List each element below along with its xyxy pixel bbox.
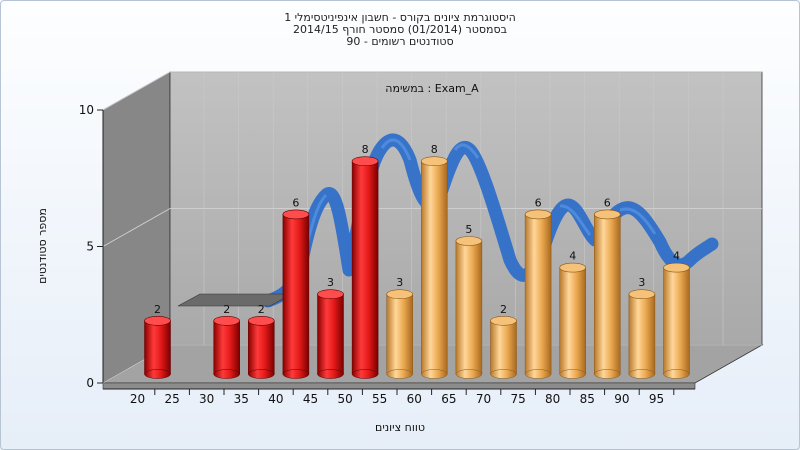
bar-label-75: 6 [535, 196, 542, 209]
x-tick-label-80: 80 [545, 392, 560, 406]
x-axis: 20 25 30 35 40 45 50 55 60 65 70 75 80 85 90 95 [103, 388, 695, 406]
x-tick-label-50: 50 [337, 392, 352, 406]
bar-label-95: 4 [673, 250, 680, 263]
bar-55: 3 [386, 276, 414, 379]
bar-label-35: 2 [258, 303, 265, 316]
x-tick-label-35: 35 [234, 392, 249, 406]
chart-title-line-2: בסמסטר (01/2014) סמסטר חורף 2014/15 [293, 23, 507, 36]
bar-80: 4 [559, 250, 587, 379]
bar-label-40: 6 [292, 196, 299, 209]
bar-90: 3 [628, 276, 656, 379]
bar-95: 4 [663, 250, 690, 379]
x-tick-label-90: 90 [614, 392, 629, 406]
x-tick-label-20: 20 [130, 392, 145, 406]
x-tick-label-70: 70 [476, 392, 491, 406]
x-tick-label-95: 95 [649, 392, 664, 406]
gridline-y-10 [102, 71, 762, 111]
x-tick-label-60: 60 [407, 392, 422, 406]
bar-label-55: 3 [396, 276, 403, 289]
x-tick-label-75: 75 [510, 392, 525, 406]
x-tick-label-25: 25 [164, 392, 179, 406]
y-axis-title: מספר סטודנטים [36, 208, 49, 284]
bar-60: 8 [420, 143, 448, 379]
bar-65: 5 [455, 223, 483, 379]
bar-45: 3 [317, 276, 344, 379]
bar-30: 2 [213, 303, 240, 379]
x-tick-label-55: 55 [372, 392, 387, 406]
bar-label-80: 4 [569, 250, 576, 263]
bar-20: 2 [144, 303, 171, 379]
bar-label-50: 8 [362, 143, 369, 156]
bar-label-60: 8 [431, 143, 438, 156]
y-axis: 0 5 10 [79, 103, 104, 390]
floor-edge [102, 382, 696, 390]
chart-subtitle: במשימה : Exam_A [385, 82, 479, 95]
bar-label-20: 2 [154, 303, 161, 316]
bar-35: 2 [247, 303, 275, 379]
x-tick-label-40: 40 [268, 392, 283, 406]
chart-title-line-1: היסטוגרמת ציונים בקורס - חשבון אינפיניטס… [284, 11, 516, 24]
bar-label-65: 5 [465, 223, 472, 236]
bar-label-45: 3 [327, 276, 334, 289]
x-tick-label-30: 30 [199, 392, 214, 406]
y-tick-label-0: 0 [86, 376, 94, 390]
y-tick-label-5: 5 [86, 240, 94, 254]
bar-85: 6 [593, 196, 621, 379]
ribbon-highlight [302, 138, 657, 259]
bar-40: 6 [282, 196, 310, 379]
y-tick-label-10: 10 [79, 103, 94, 117]
bar-70: 2 [490, 303, 517, 379]
bar-label-90: 3 [638, 276, 645, 289]
bar-50: 8 [351, 143, 379, 379]
x-tick-label-85: 85 [580, 392, 595, 406]
bar-label-70: 2 [500, 303, 507, 316]
bar-label-85: 6 [604, 196, 611, 209]
bar-label-30: 2 [223, 303, 230, 316]
chart-title-line-3: סטודנטים רשומים - 90 [346, 35, 454, 48]
bar-75: 6 [524, 196, 552, 379]
bars: 2 2 2 6 3 8 3 8 5 2 6 4 6 3 4 [144, 143, 690, 379]
x-tick-label-65: 65 [441, 392, 456, 406]
x-tick-label-45: 45 [303, 392, 318, 406]
x-axis-title: טווח ציונים [375, 421, 425, 434]
